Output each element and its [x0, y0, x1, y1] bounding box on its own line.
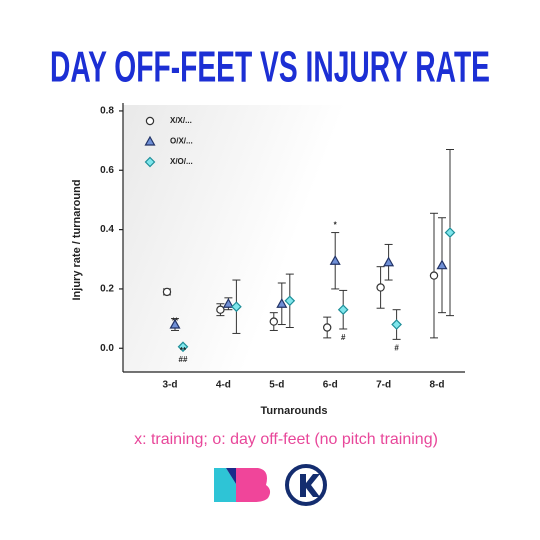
y-axis-label: Injury rate / turnaround — [71, 179, 83, 300]
x-tick-label: 7-d — [376, 380, 391, 391]
data-point — [177, 341, 189, 353]
legend-marker — [144, 156, 156, 168]
data-point — [383, 256, 395, 267]
data-point — [284, 295, 296, 307]
data-point — [436, 259, 448, 270]
significance-mark: # — [394, 343, 399, 352]
y-tick-label: 0.4 — [100, 224, 114, 235]
data-point — [391, 319, 402, 330]
chart-title: DAY OFF-FEET VS INJURY RATE — [50, 43, 490, 92]
legend-marker — [144, 135, 156, 146]
legend-label: X/X/... — [170, 116, 192, 125]
data-point — [429, 271, 439, 280]
x-tick-label: 5-d — [269, 380, 284, 391]
data-point — [329, 255, 341, 265]
legend-marker — [145, 116, 155, 126]
significance-mark: * — [334, 221, 338, 230]
significance-mark: # — [341, 333, 346, 342]
data-point — [276, 298, 288, 308]
y-tick-label: 0.2 — [100, 284, 114, 295]
logo-k — [285, 464, 327, 506]
data-point — [376, 283, 385, 292]
x-tick-label: 4-d — [216, 380, 231, 391]
legend-label: X/O/... — [170, 157, 193, 166]
x-tick-label: 8-d — [430, 380, 445, 391]
data-point — [222, 298, 234, 308]
data-point — [444, 227, 456, 238]
plot-background — [123, 105, 465, 372]
logo-mb — [214, 468, 271, 502]
data-point — [323, 323, 332, 332]
significance-mark: ** — [172, 317, 179, 326]
legend-label: O/X/... — [170, 137, 193, 146]
data-point — [169, 318, 181, 329]
y-tick-label: 0.6 — [100, 165, 114, 176]
x-tick-label: 6-d — [323, 380, 338, 391]
significance-mark: ## — [179, 355, 188, 364]
significance-mark: ** — [180, 346, 187, 355]
x-tick-label: 3-d — [163, 380, 178, 391]
data-point — [269, 317, 278, 326]
data-point — [216, 305, 225, 314]
data-point — [162, 287, 172, 297]
y-tick-label: 0.8 — [100, 106, 114, 117]
data-point — [337, 304, 349, 316]
data-point — [231, 301, 242, 313]
x-axis-label: Turnarounds — [260, 405, 327, 417]
y-tick-label: 0.0 — [100, 343, 114, 354]
caption: x: training; o: day off-feet (no pitch t… — [134, 431, 438, 448]
